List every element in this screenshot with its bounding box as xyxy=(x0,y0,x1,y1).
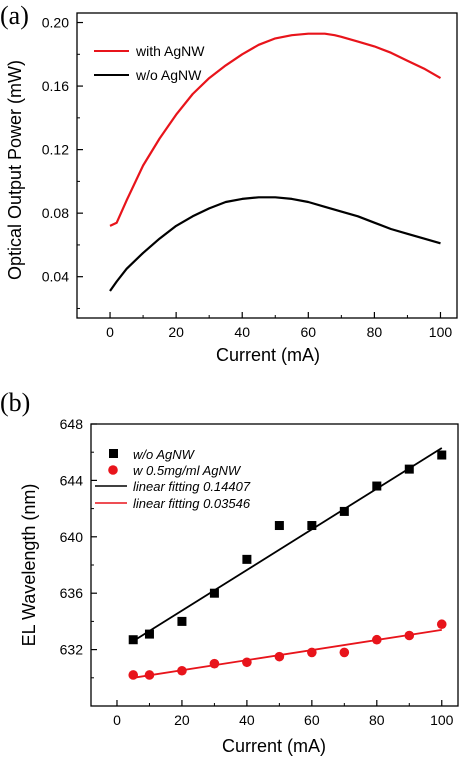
x-tick-label: 80 xyxy=(367,324,383,340)
legend-label-wo-agnw: w/o AgNW xyxy=(133,447,196,462)
data-point-circle xyxy=(242,657,252,668)
x-tick-label: 40 xyxy=(239,712,255,728)
x-tick-label: 0 xyxy=(106,324,114,340)
panel-a-plot-frame xyxy=(76,12,458,319)
series-line-wo-agnw xyxy=(109,196,441,292)
panel-a: (a) 0 20 40 60 80 100 0.04 0.08 0.12 0.16 0.20 wit… xyxy=(0,1,458,365)
x-tick-label: 100 xyxy=(429,324,453,340)
x-tick-label: 60 xyxy=(304,712,320,728)
panel-b-label: (b) xyxy=(0,388,30,417)
data-point-square xyxy=(307,521,317,531)
panel-b: (b) 0 20 40 60 80 100 632 636 640 644 648 w/o AgNW… xyxy=(0,388,459,756)
data-point-circle xyxy=(177,665,187,676)
x-tick-label: 0 xyxy=(113,712,121,728)
panel-b-y-axis-title: EL Wavelength (nm) xyxy=(19,484,39,647)
legend-label-with-agnw: with AgNW xyxy=(135,43,205,59)
y-tick-label: 0.04 xyxy=(42,269,69,285)
x-tick-label: 20 xyxy=(174,712,190,728)
y-tick-label: 0.20 xyxy=(42,15,69,31)
x-tick-label: 80 xyxy=(369,712,385,728)
panel-b-legend: w/o AgNW w 0.5mg/ml AgNW linear fitting … xyxy=(95,447,251,511)
data-point-circle xyxy=(436,619,447,630)
data-point-circle xyxy=(144,670,155,680)
data-point-square xyxy=(437,450,447,460)
legend-label-w-agnw: w 0.5mg/ml AgNW xyxy=(133,463,242,478)
data-point-square xyxy=(274,521,284,531)
x-tick-label: 20 xyxy=(168,324,184,340)
data-point-square xyxy=(128,635,138,645)
x-tick-label: 100 xyxy=(430,712,454,728)
x-tick-label: 40 xyxy=(234,324,250,340)
panel-a-legend: with AgNW w/o AgNW xyxy=(94,43,205,83)
y-tick-label: 636 xyxy=(60,585,84,601)
panel-a-label: (a) xyxy=(0,1,29,30)
data-point-circle xyxy=(339,647,350,658)
y-tick-label: 0.08 xyxy=(42,205,69,221)
data-point-circle xyxy=(274,651,285,662)
fit-line-2 xyxy=(132,447,443,642)
panel-a-ticks: 0 20 40 60 80 100 0.04 0.08 0.12 0.16 0.20 xyxy=(42,15,453,340)
data-point-square xyxy=(404,464,414,474)
y-tick-label: 632 xyxy=(60,642,84,658)
y-tick-label: 640 xyxy=(60,529,84,545)
y-tick-label: 644 xyxy=(60,472,84,488)
data-point-square xyxy=(209,588,219,598)
y-tick-label: 648 xyxy=(60,416,84,432)
data-point-circle xyxy=(372,634,382,645)
panel-b-ticks: 0 20 40 60 80 100 632 636 640 644 648 xyxy=(60,416,454,728)
panel-b-x-axis-title: Current (mA) xyxy=(222,736,326,756)
legend-label-wo-agnw: w/o AgNW xyxy=(135,67,202,83)
data-point-square xyxy=(144,629,154,639)
data-point-circle xyxy=(128,670,139,680)
legend-label-fit-black: linear fitting 0.14407 xyxy=(133,479,251,494)
data-point-circle xyxy=(307,647,317,658)
panel-b-series xyxy=(128,447,447,680)
series-line-with-agnw xyxy=(109,32,442,227)
x-tick-label: 60 xyxy=(301,324,317,340)
legend-marker-square xyxy=(109,449,118,458)
data-point-square xyxy=(177,616,187,626)
panel-a-series xyxy=(109,32,442,292)
y-tick-label: 0.12 xyxy=(42,142,69,158)
data-point-square xyxy=(242,554,252,564)
data-point-circle xyxy=(404,630,415,641)
data-point-square xyxy=(339,506,349,516)
panel-a-y-axis-title: Optical Output Power (mW) xyxy=(5,60,25,280)
legend-label-fit-red: linear fitting 0.03546 xyxy=(133,496,251,511)
data-point-circle xyxy=(209,658,220,669)
data-point-square xyxy=(372,481,382,491)
legend-marker-circle xyxy=(108,465,118,475)
y-tick-label: 0.16 xyxy=(42,78,69,94)
panel-a-x-axis-title: Current (mA) xyxy=(216,345,320,365)
